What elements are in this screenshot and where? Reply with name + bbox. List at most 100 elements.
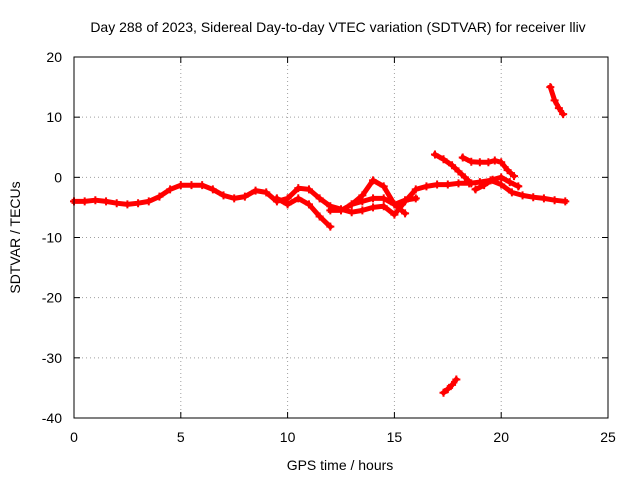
data-point <box>166 185 175 194</box>
data-point <box>283 200 292 209</box>
data-point <box>510 172 519 181</box>
data-point <box>187 181 196 190</box>
data-point <box>304 185 313 194</box>
grid <box>74 57 608 418</box>
series-track-17to18 <box>439 375 460 397</box>
data-point <box>467 179 476 188</box>
data-point <box>379 194 388 203</box>
data-point <box>448 161 457 170</box>
data-point <box>358 206 367 215</box>
data-point <box>430 150 439 159</box>
data-point <box>439 155 448 164</box>
x-tick-label: 0 <box>70 429 78 445</box>
x-tick-label: 25 <box>600 429 616 445</box>
axis-ticks: 0 5 10 15 20 25 20 10 0 -10 -20 -30 -40 <box>42 49 616 445</box>
data-point <box>488 175 497 184</box>
x-tick-label: 20 <box>493 429 509 445</box>
series-track-22to23 <box>547 83 567 118</box>
x-tick-label: 5 <box>177 429 185 445</box>
data-point <box>503 166 512 175</box>
x-axis-label: GPS time / hours <box>287 457 394 473</box>
data-point <box>448 380 457 389</box>
data-point <box>326 206 335 215</box>
data-point <box>559 110 568 119</box>
data-point <box>554 104 563 113</box>
data-point <box>507 188 516 197</box>
data-point <box>112 199 121 208</box>
data-point <box>198 181 207 190</box>
y-tick-label: -30 <box>42 350 62 366</box>
data-point <box>91 196 100 205</box>
data-point <box>443 180 452 189</box>
data-point <box>518 191 527 200</box>
data-point <box>315 212 324 221</box>
chart-title: Day 288 of 2023, Sidereal Day-to-day VTE… <box>90 19 585 35</box>
data-point <box>475 158 484 167</box>
data-point <box>208 185 217 194</box>
data-point <box>230 194 239 203</box>
data-point <box>561 197 570 206</box>
data-point <box>422 182 431 191</box>
data-point <box>123 200 132 209</box>
data-point <box>379 182 388 191</box>
data-point <box>439 388 448 397</box>
data-point <box>315 194 324 203</box>
data-point <box>550 196 559 205</box>
data-point <box>219 191 228 200</box>
data-point <box>369 194 378 203</box>
y-tick-label: 0 <box>54 169 62 185</box>
x-tick-label: 15 <box>387 429 403 445</box>
data-point <box>490 156 499 165</box>
data-point <box>411 185 420 194</box>
data-point <box>467 157 476 166</box>
data-series <box>70 83 570 397</box>
data-point <box>546 83 555 92</box>
data-point <box>337 206 345 215</box>
data-point <box>454 167 463 176</box>
data-point <box>452 375 461 384</box>
data-point <box>347 208 356 217</box>
data-point <box>326 222 335 231</box>
data-point <box>176 181 185 190</box>
series-track-9to12 <box>273 194 334 231</box>
data-point <box>379 202 388 211</box>
data-point <box>369 203 378 212</box>
data-point <box>390 210 399 219</box>
data-point <box>497 158 506 167</box>
data-point <box>369 176 378 185</box>
data-point <box>529 193 538 202</box>
data-point <box>505 178 514 187</box>
data-point <box>240 192 249 201</box>
data-point <box>458 153 467 162</box>
data-point <box>294 194 303 203</box>
y-tick-label: 10 <box>46 109 62 125</box>
data-point <box>443 385 452 394</box>
data-point <box>454 179 463 188</box>
data-point <box>134 199 143 208</box>
data-point <box>550 96 559 105</box>
data-point <box>471 185 480 194</box>
data-point <box>144 197 153 206</box>
x-tick-label: 10 <box>280 429 296 445</box>
data-point <box>294 184 303 193</box>
data-point <box>401 209 410 218</box>
data-point <box>347 200 356 209</box>
data-point <box>358 197 367 206</box>
data-point <box>401 196 410 205</box>
data-point <box>433 180 442 189</box>
data-point <box>480 181 489 190</box>
data-point <box>411 194 420 203</box>
data-point <box>102 197 111 206</box>
data-point <box>484 158 493 167</box>
data-point <box>80 197 89 206</box>
data-point <box>539 194 548 203</box>
data-point <box>251 186 260 195</box>
data-point <box>262 188 271 197</box>
data-point <box>514 182 523 191</box>
data-point <box>272 194 281 203</box>
y-axis-label: SDTVAR / TECUs <box>7 181 23 293</box>
data-point <box>460 173 469 182</box>
y-tick-label: 20 <box>46 49 62 65</box>
data-point <box>390 200 399 209</box>
